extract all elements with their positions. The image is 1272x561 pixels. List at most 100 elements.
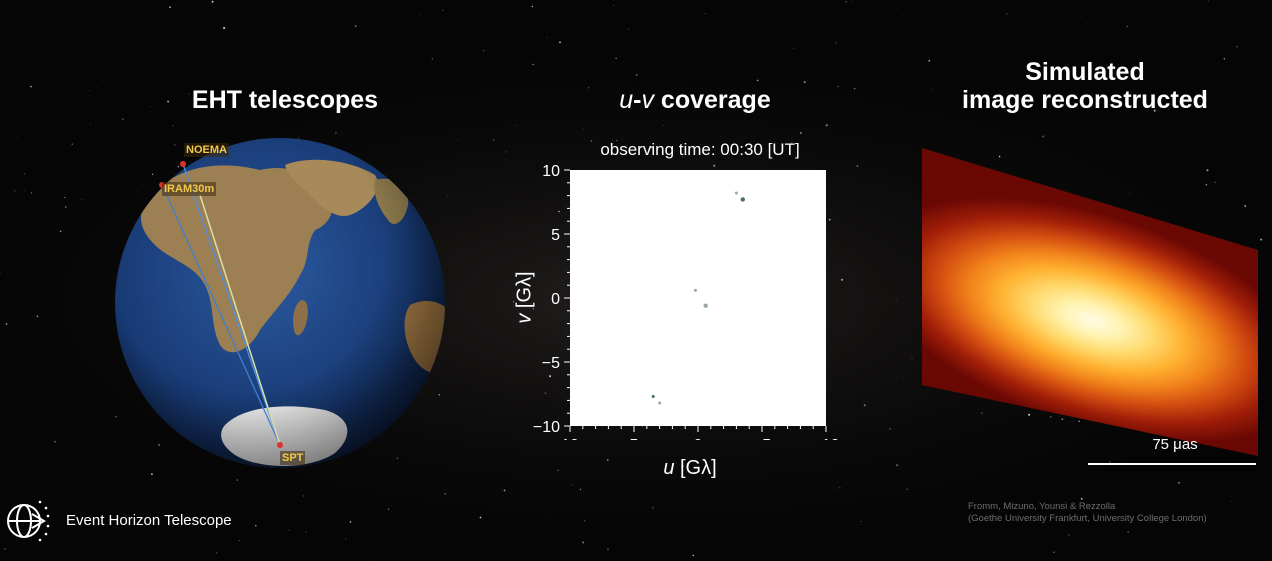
star xyxy=(1153,109,1156,112)
star xyxy=(4,548,6,550)
star xyxy=(895,7,897,9)
uv-point xyxy=(658,401,662,405)
x-tick-label: 5 xyxy=(630,437,639,440)
star xyxy=(13,190,16,192)
star xyxy=(236,479,239,481)
star xyxy=(889,428,891,430)
star xyxy=(177,165,180,168)
simulated-image-title: Simulated image reconstructed xyxy=(930,58,1240,114)
star xyxy=(671,528,672,530)
star xyxy=(903,377,905,379)
star xyxy=(663,125,664,126)
star xyxy=(420,15,421,16)
star xyxy=(825,124,828,127)
star xyxy=(532,63,534,66)
star xyxy=(1120,72,1121,73)
y-axis-label: v [Gλ] xyxy=(514,228,537,368)
uv-title-v: v xyxy=(641,86,654,114)
y-tick-label: 5 xyxy=(551,227,560,244)
star xyxy=(732,106,735,109)
uv-point xyxy=(740,197,745,202)
x-tick-label: −10 xyxy=(812,437,839,440)
star xyxy=(828,218,831,221)
star xyxy=(571,484,573,486)
star xyxy=(114,415,117,418)
observing-time-label: observing time: 00:30 [UT] xyxy=(600,140,800,159)
star xyxy=(544,392,547,395)
star xyxy=(1231,500,1232,502)
star xyxy=(756,79,759,82)
star xyxy=(1050,416,1052,418)
star xyxy=(606,548,609,551)
star xyxy=(211,0,214,3)
star xyxy=(335,131,337,134)
star xyxy=(30,192,33,194)
star xyxy=(214,20,215,22)
credit-line-2: (Goethe University Frankfurt, University… xyxy=(968,513,1207,524)
star xyxy=(150,473,153,476)
star xyxy=(836,489,837,491)
star xyxy=(1214,181,1216,183)
org-name: Event Horizon Telescope xyxy=(66,512,232,529)
simulated-title-line2: image reconstructed xyxy=(962,86,1208,114)
star xyxy=(59,230,62,233)
star xyxy=(590,140,593,142)
star xyxy=(24,190,26,192)
star xyxy=(36,315,39,318)
star xyxy=(583,519,586,522)
star xyxy=(1242,551,1244,553)
star xyxy=(1178,481,1180,484)
star xyxy=(1245,2,1246,4)
star xyxy=(1028,413,1031,416)
star xyxy=(906,488,908,490)
star xyxy=(255,524,257,527)
star xyxy=(1055,99,1057,101)
x-tick-label: −5 xyxy=(753,437,771,440)
star xyxy=(1260,238,1263,241)
star xyxy=(1006,13,1008,15)
scale-bar-label: 75 μas xyxy=(1152,436,1198,453)
star xyxy=(837,85,839,88)
star xyxy=(998,155,1001,158)
uv-title-sep: - xyxy=(633,86,642,114)
star xyxy=(1207,0,1209,2)
star xyxy=(447,196,448,197)
star xyxy=(169,6,171,8)
star xyxy=(174,144,176,146)
star xyxy=(503,489,506,492)
star xyxy=(143,183,144,185)
star xyxy=(1152,448,1154,450)
globe-arrow-icon xyxy=(7,500,50,542)
star xyxy=(1206,169,1209,172)
star xyxy=(505,151,508,153)
star xyxy=(1005,76,1006,78)
star xyxy=(1109,461,1111,463)
star xyxy=(652,506,655,509)
star xyxy=(1126,25,1129,28)
telescopes-title: EHT telescopes xyxy=(191,86,379,114)
iram30m-label: IRAM30m xyxy=(162,182,217,196)
x-axis-var: u xyxy=(663,457,675,479)
star xyxy=(1205,183,1208,186)
star xyxy=(444,492,447,495)
star xyxy=(719,101,722,104)
star xyxy=(16,137,18,138)
star xyxy=(650,146,653,149)
plot-area xyxy=(570,170,826,426)
star xyxy=(845,1,847,3)
star xyxy=(30,85,32,88)
image-credit: Fromm, Mizuno, Younsi & Rezzolla (Goethe… xyxy=(968,501,1207,525)
star xyxy=(800,132,802,134)
star xyxy=(90,124,91,125)
star xyxy=(479,516,482,519)
x-tick-label: 0 xyxy=(694,437,703,440)
simulated-title-line1: Simulated xyxy=(1025,58,1145,86)
scale-bar xyxy=(1088,463,1256,465)
star xyxy=(1053,551,1055,554)
x-axis-label: u [Gλ] xyxy=(620,457,760,480)
star xyxy=(895,300,897,302)
star xyxy=(89,90,90,91)
star xyxy=(557,469,559,472)
y-axis-var: v xyxy=(513,313,536,324)
